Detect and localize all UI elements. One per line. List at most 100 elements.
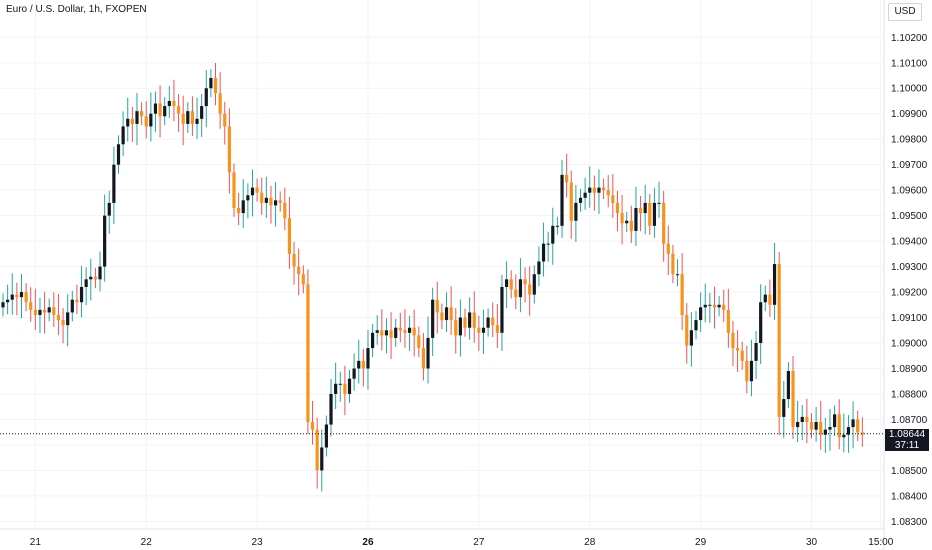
candle [190, 96, 195, 136]
candle-body [625, 220, 629, 224]
candle-body [29, 302, 33, 310]
candle [592, 175, 596, 211]
candle [634, 186, 638, 246]
candle [800, 404, 804, 441]
candle-body [79, 286, 84, 303]
candle [329, 378, 333, 437]
price-tick-label: 1.09800 [891, 135, 928, 146]
time-axis[interactable]: 21 22 23 26 27 28 29 30 15:00 [30, 537, 894, 548]
price-tick-label: 1.10100 [891, 58, 928, 69]
candle-body [426, 337, 430, 369]
candle-body [24, 292, 28, 303]
candle-body [352, 368, 356, 379]
candle [842, 413, 846, 453]
candle [158, 85, 162, 138]
candle-body [541, 243, 546, 262]
candle-body [389, 330, 393, 338]
price-tick-label: 1.09600 [891, 186, 928, 197]
candle [324, 415, 328, 457]
candle [846, 415, 851, 453]
candle [186, 102, 190, 133]
candle-body [671, 253, 675, 275]
candle [403, 309, 407, 348]
candle-body [190, 111, 195, 124]
candle-body [347, 378, 352, 394]
price-tick-label: 1.08500 [891, 466, 928, 477]
candle [421, 333, 426, 381]
candle-body [93, 276, 97, 280]
candle-body [153, 103, 158, 114]
candle [749, 339, 754, 397]
candle-body [112, 164, 116, 203]
candle-body [565, 174, 569, 183]
candle [791, 356, 795, 440]
currency-button[interactable]: USD [888, 3, 922, 21]
candle-body [195, 118, 199, 124]
candle [606, 175, 610, 208]
candle [509, 270, 513, 299]
candle [694, 311, 698, 340]
candle [29, 287, 33, 322]
candle [629, 205, 633, 243]
price-axis[interactable]: 1.10200 1.10100 1.10000 1.09900 1.09800 1.097… [891, 33, 928, 528]
candle [856, 410, 860, 442]
candle-body [361, 360, 365, 369]
candle-body [555, 225, 559, 227]
candle-body [509, 279, 513, 290]
candle-body [629, 220, 633, 231]
candle-body [694, 320, 698, 331]
candle [153, 91, 158, 132]
candle-body [218, 93, 222, 114]
price-tick-label: 1.10200 [891, 33, 928, 44]
candle [334, 362, 338, 410]
candle [578, 188, 583, 212]
candle [38, 297, 42, 334]
candle-body [334, 383, 338, 394]
time-tick-label: 30 [806, 537, 818, 548]
candle-body [306, 284, 310, 422]
candle [320, 429, 324, 492]
candle [551, 207, 555, 265]
candle-body [602, 187, 606, 191]
price-tick-label: 1.09400 [891, 237, 928, 248]
candle [837, 399, 841, 450]
candle-body [851, 419, 855, 428]
candle-body [417, 335, 421, 349]
candle [431, 287, 435, 357]
candle [47, 298, 51, 322]
candle [200, 94, 204, 137]
candle-body [805, 416, 809, 422]
candle [255, 178, 259, 202]
candle [435, 281, 439, 334]
candle [565, 153, 569, 198]
candle [588, 166, 592, 208]
candle-body [454, 320, 458, 336]
candle [805, 398, 809, 444]
candle-body [726, 309, 730, 333]
candle-body [666, 243, 670, 254]
candle [602, 178, 606, 200]
candle [569, 170, 573, 239]
price-tick-label: 1.09300 [891, 262, 928, 273]
candle-body [449, 307, 453, 321]
candle [454, 308, 458, 354]
candle [680, 253, 684, 331]
candle-body [176, 106, 181, 114]
candle [218, 72, 222, 129]
candle [782, 380, 786, 439]
candle-body [366, 348, 370, 369]
candle [56, 293, 61, 336]
candle-body [431, 299, 435, 338]
candle-body [38, 309, 42, 315]
candle-body [481, 327, 486, 333]
candle-body [740, 350, 744, 361]
candle [458, 299, 462, 357]
candle [768, 279, 772, 317]
candle-body [310, 421, 315, 430]
candle-body [315, 429, 319, 471]
candle-body [130, 118, 134, 124]
candle [52, 292, 56, 327]
candle-body [264, 197, 268, 203]
candle-body [685, 314, 689, 346]
